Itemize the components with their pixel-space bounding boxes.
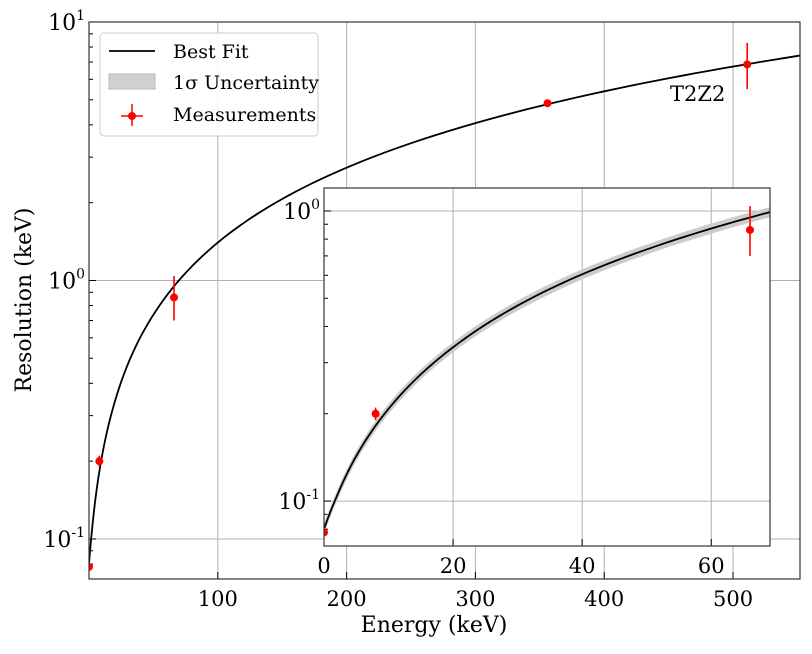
best-fit-line — [324, 211, 770, 530]
x-tick-label: 500 — [713, 587, 753, 611]
x-tick-label: 40 — [569, 554, 596, 578]
data-marker — [89, 562, 93, 571]
data-marker — [324, 528, 328, 537]
y-tick-label: 100 — [283, 197, 320, 225]
x-tick-label: 300 — [455, 587, 495, 611]
data-marker — [170, 293, 179, 302]
inset-plot: 0 20 40 60 10-1 100 — [278, 187, 771, 578]
data-marker — [543, 99, 552, 108]
measurement-point — [324, 528, 328, 537]
y-tick-label: 100 — [48, 266, 85, 294]
measurement-point — [170, 276, 179, 321]
data-marker — [95, 457, 104, 466]
data-marker — [371, 409, 380, 418]
y-tick-label: 101 — [48, 8, 85, 36]
x-tick-label: 20 — [440, 554, 467, 578]
legend-frame — [99, 32, 319, 137]
y-tick-label: 10-1 — [278, 487, 320, 515]
legend-label-best-fit: Best Fit — [173, 41, 249, 63]
legend-marker — [128, 112, 136, 120]
data-marker — [745, 225, 754, 234]
measurement-point — [89, 562, 93, 571]
x-tick-label: 100 — [198, 587, 238, 611]
data-marker — [743, 60, 752, 69]
plot-background — [324, 188, 770, 546]
measurement-point — [745, 206, 754, 256]
plot-frame — [88, 21, 801, 580]
legend: Best Fit 1σ Uncertainty Measurements — [99, 32, 319, 137]
detector-annotation: T2Z2 — [670, 82, 725, 106]
x-tick-label: 60 — [698, 554, 725, 578]
x-tick-label: 400 — [584, 587, 624, 611]
legend-label-measurements: Measurements — [173, 104, 316, 126]
measurement-point — [371, 407, 380, 421]
legend-band-swatch — [108, 73, 156, 90]
x-tick-label: 0 — [317, 554, 330, 578]
y-tick-label: 10-1 — [43, 525, 85, 553]
measurement-point — [95, 455, 104, 467]
legend-label-uncertainty: 1σ Uncertainty — [173, 72, 319, 94]
measurement-point — [743, 42, 752, 90]
y-axis-label: Resolution (keV) — [12, 207, 37, 392]
legend-errorbar-swatch — [121, 104, 143, 126]
plot-frame — [323, 187, 771, 547]
x-axis-label: Energy (keV) — [361, 613, 508, 638]
x-tick-label: 200 — [327, 587, 367, 611]
measurement-point — [543, 99, 552, 108]
